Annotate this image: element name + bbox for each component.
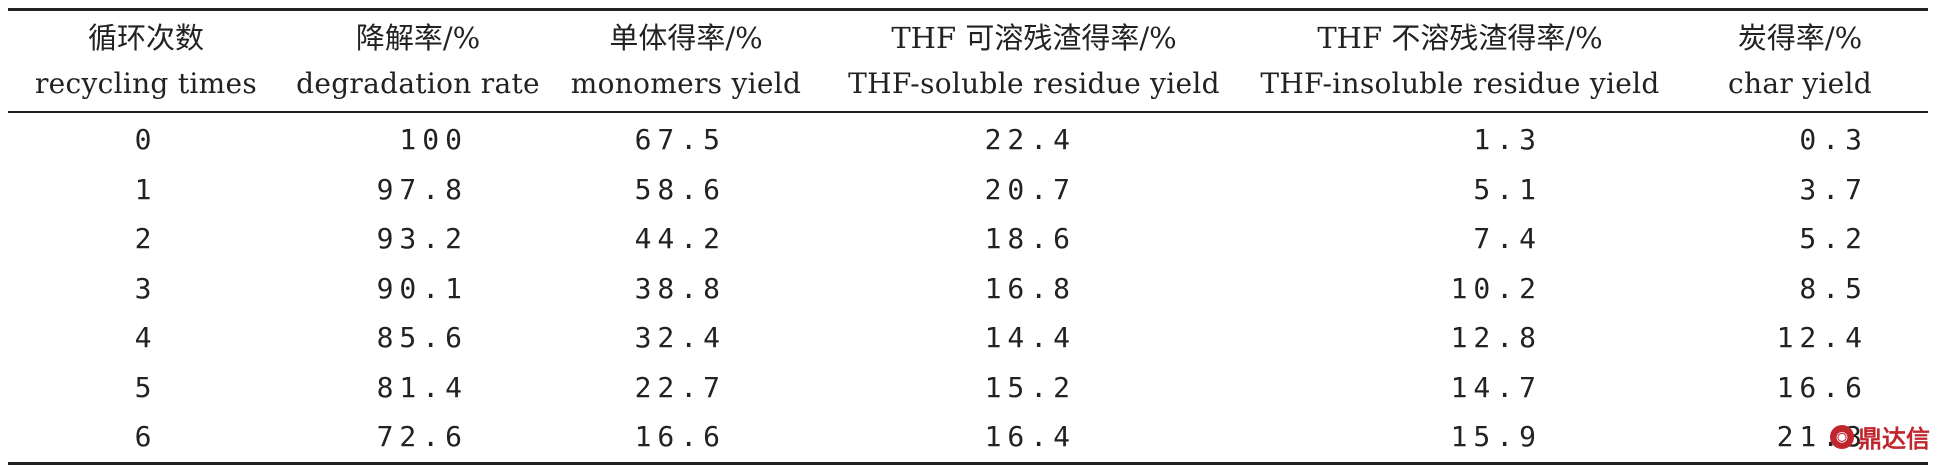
cell-monomers-yield: 44.2 [634,222,726,256]
cell-thf-soluble: 18.6 [984,222,1076,256]
cell-recycling-times: 3 [134,271,158,305]
cell-char-yield: 12.4 [1776,321,1868,355]
header-zh: THF 可溶残渣得率/% [891,21,1177,55]
table-header-rule [8,111,1928,113]
header-zh: 降解率/% [355,21,481,55]
cell-char-yield: 3.7 [1799,172,1868,206]
cell-thf-insoluble: 7.4 [1473,222,1542,256]
header-zh: 循环次数 [87,21,204,55]
cell-thf-soluble: 16.4 [984,420,1076,454]
cell-monomers-yield: 22.7 [634,370,726,404]
header-zh: 单体得率/% [609,21,763,55]
cell-thf-insoluble: 15.9 [1450,420,1542,454]
cell-degradation-rate: 97.8 [376,172,468,206]
header-thf-insoluble: THF 不溶残渣得率/% THF-insoluble residue yield [1248,11,1672,111]
table-body: 0 100 67.5 22.4 1.3 0.3 1 97.8 58.6 20.7… [8,113,1928,462]
header-recycling-times: 循环次数 recycling times [8,11,284,111]
cell-degradation-rate: 72.6 [376,420,468,454]
header-en: recycling times [34,67,258,100]
cell-thf-soluble: 14.4 [984,321,1076,355]
header-thf-soluble: THF 可溶残渣得率/% THF-soluble residue yield [820,11,1248,111]
table-top-rule [8,8,1928,11]
table-row: 4 85.6 32.4 14.4 12.8 12.4 [8,313,1928,363]
header-en: monomers yield [570,67,802,100]
table-row: 0 100 67.5 22.4 1.3 0.3 [8,115,1928,165]
cell-thf-insoluble: 1.3 [1473,123,1542,157]
cell-recycling-times: 4 [134,321,158,355]
data-table: 循环次数 recycling times 降解率/% degradation r… [8,8,1928,465]
table-bottom-rule [8,461,1928,465]
header-zh: 炭得率/% [1737,21,1863,55]
header-en: degradation rate [296,67,540,100]
cell-thf-soluble: 16.8 [984,271,1076,305]
header-en: char yield [1728,67,1872,100]
cell-degradation-rate: 90.1 [376,271,468,305]
table-row: 6 72.6 16.6 16.4 15.9 21.3 [8,412,1928,462]
cell-monomers-yield: 32.4 [634,321,726,355]
cell-thf-insoluble: 5.1 [1473,172,1542,206]
header-monomers-yield: 单体得率/% monomers yield [552,11,820,111]
cell-char-yield: 16.6 [1776,370,1868,404]
cell-monomers-yield: 58.6 [634,172,726,206]
cell-char-yield: 8.5 [1799,271,1868,305]
cell-thf-insoluble: 10.2 [1450,271,1542,305]
cell-thf-insoluble: 14.7 [1450,370,1542,404]
cell-recycling-times: 0 [134,123,158,157]
watermark-text: 鼎达信 [1858,425,1930,453]
table-header: 循环次数 recycling times 降解率/% degradation r… [8,11,1928,111]
cell-monomers-yield: 16.6 [634,420,726,454]
header-en: THF-soluble residue yield [848,67,1220,100]
table-row: 3 90.1 38.8 16.8 10.2 8.5 [8,264,1928,314]
cell-degradation-rate: 100 [399,123,468,157]
header-char-yield: 炭得率/% char yield [1672,11,1928,111]
header-degradation-rate: 降解率/% degradation rate [284,11,552,111]
cell-degradation-rate: 85.6 [376,321,468,355]
header-zh: THF 不溶残渣得率/% [1317,21,1603,55]
cell-recycling-times: 6 [134,420,158,454]
table-row: 2 93.2 44.2 18.6 7.4 5.2 [8,214,1928,264]
table-row: 1 97.8 58.6 20.7 5.1 3.7 [8,165,1928,215]
cell-degradation-rate: 93.2 [376,222,468,256]
cell-thf-soluble: 20.7 [984,172,1076,206]
table-row: 5 81.4 22.7 15.2 14.7 16.6 [8,363,1928,413]
header-en: THF-insoluble residue yield [1260,67,1660,100]
cell-thf-insoluble: 12.8 [1450,321,1542,355]
cell-recycling-times: 2 [134,222,158,256]
cell-monomers-yield: 38.8 [634,271,726,305]
watermark-logo: ◉ 鼎达信 [1830,419,1930,454]
cell-char-yield: 0.3 [1799,123,1868,157]
cell-recycling-times: 1 [134,172,158,206]
cell-recycling-times: 5 [134,370,158,404]
cell-thf-soluble: 15.2 [984,370,1076,404]
cell-thf-soluble: 22.4 [984,123,1076,157]
cell-monomers-yield: 67.5 [634,123,726,157]
cell-char-yield: 5.2 [1799,222,1868,256]
cell-degradation-rate: 81.4 [376,370,468,404]
logo-mark-icon: ◉ [1830,424,1854,449]
